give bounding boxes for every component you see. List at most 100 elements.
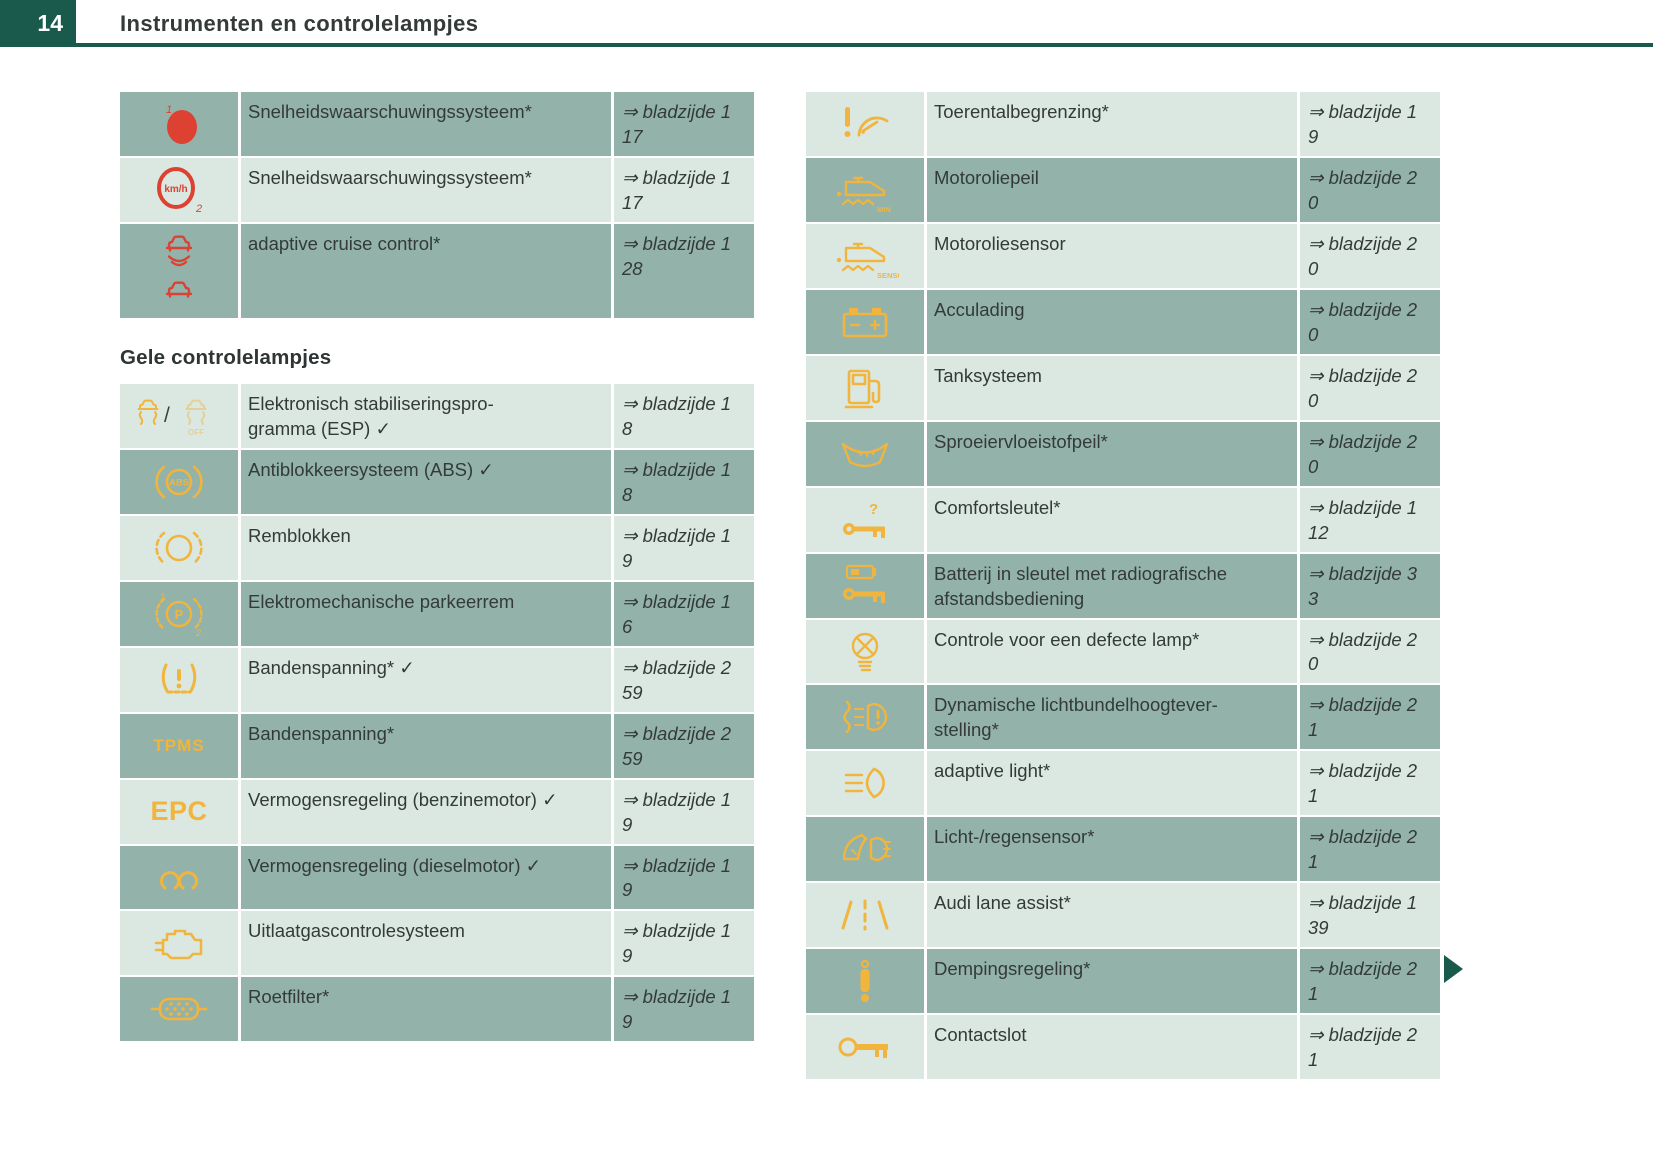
ignition-lock-icon xyxy=(835,1030,895,1064)
warning-light-description: Acculading xyxy=(927,289,1297,354)
warning-light-description: Motoroliepeil xyxy=(927,157,1297,222)
washer-fluid-icon xyxy=(837,437,893,471)
warning-light-description: Dynamische lichtbundelhoogtever- stellin… xyxy=(927,685,1297,750)
table-row: 1 Snelheidswaarschuwingssysteem* ⇒ bladzij… xyxy=(120,92,754,156)
svg-text:2: 2 xyxy=(195,628,201,637)
icon-cell xyxy=(806,355,924,420)
left-column: 1 Snelheidswaarschuwingssysteem* ⇒ bladzij… xyxy=(120,92,754,1042)
esp-esp-off-icon: / OFF xyxy=(131,394,227,438)
speed-warning-1-icon: 1 xyxy=(155,100,203,148)
glow-plug-icon xyxy=(153,861,205,893)
headlight-range-icon xyxy=(837,697,893,737)
table-row: Controle voor een defecte lamp* ⇒ bladzij… xyxy=(806,619,1440,684)
svg-text:1: 1 xyxy=(160,592,165,602)
table-row: Dempingsregeling* ⇒ bladzijde 2 1 xyxy=(806,949,1440,1014)
comfort-key-icon: ? xyxy=(837,499,893,541)
page-reference: ⇒ bladzijde 1 6 xyxy=(614,581,754,646)
icon-cell: / OFF xyxy=(120,383,238,448)
table-row: Uitlaatgascontrolesysteem ⇒ bladzijde 1 9 xyxy=(120,911,754,976)
table-row: km/h 2 Snelheidswaarschuwingssysteem* ⇒ bla… xyxy=(120,157,754,222)
defective-lamp-icon xyxy=(843,628,887,674)
tpms-text-icon: TPMS xyxy=(153,736,205,756)
icon-cell xyxy=(806,751,924,816)
warning-light-description: Audi lane assist* xyxy=(927,883,1297,948)
warning-light-description: Contactslot xyxy=(927,1015,1297,1080)
svg-text:MIN: MIN xyxy=(877,205,891,213)
abs-icon: ABS xyxy=(151,460,207,504)
warning-light-description: Roetfilter* xyxy=(241,977,611,1042)
warning-light-description: adaptive light* xyxy=(927,751,1297,816)
table-row: EPC Vermogensregeling (benzinemotor) ✓ ⇒ b… xyxy=(120,779,754,844)
page-reference: ⇒ bladzijde 1 9 xyxy=(614,977,754,1042)
svg-text:/: / xyxy=(164,404,170,427)
svg-text:SENSOR: SENSOR xyxy=(877,271,899,279)
icon-cell: MIN xyxy=(806,157,924,222)
page-reference: ⇒ bladzijde 2 1 xyxy=(1300,817,1440,882)
icon-cell: EPC xyxy=(120,779,238,844)
fuel-pump-icon xyxy=(841,365,889,411)
table-row: Acculading ⇒ bladzijde 2 0 xyxy=(806,289,1440,354)
warning-light-description: Sproeiervloeistofpeil* xyxy=(927,421,1297,486)
warning-light-description: Uitlaatgascontrolesysteem xyxy=(241,911,611,976)
warning-light-description: Tanksysteem xyxy=(927,355,1297,420)
page-reference: ⇒ bladzijde 1 9 xyxy=(614,779,754,844)
svg-text:1: 1 xyxy=(166,104,172,116)
warning-light-description: Bandenspanning* ✓ xyxy=(241,647,611,712)
page-reference: ⇒ bladzijde 1 17 xyxy=(614,92,754,156)
table-row: TPMS Bandenspanning* ⇒ bladzijde 2 59 xyxy=(120,713,754,778)
page-reference: ⇒ bladzijde 1 8 xyxy=(614,383,754,448)
yellow-warning-lights-table-right: Toerentalbegrenzing* ⇒ bladzijde 1 9 MIN Mo… xyxy=(806,92,1440,1080)
lane-assist-icon xyxy=(839,896,891,934)
table-row: Remblokken ⇒ bladzijde 1 9 xyxy=(120,515,754,580)
page-number: 14 xyxy=(37,10,63,36)
page-reference: ⇒ bladzijde 2 1 xyxy=(1300,751,1440,816)
adaptive-light-icon xyxy=(838,765,892,801)
icon-cell xyxy=(120,977,238,1042)
page-reference: ⇒ bladzijde 2 0 xyxy=(1300,157,1440,222)
speed-warning-2-icon: km/h 2 xyxy=(151,164,207,216)
light-rain-sensor-icon xyxy=(836,829,894,869)
rev-limiter-icon xyxy=(837,101,893,147)
svg-text:OFF: OFF xyxy=(188,428,204,437)
red-warning-lights-table: 1 Snelheidswaarschuwingssysteem* ⇒ bladzij… xyxy=(120,92,754,318)
icon-cell xyxy=(806,685,924,750)
warning-light-description: Dempingsregeling* xyxy=(927,949,1297,1014)
next-page-arrow xyxy=(1444,955,1463,983)
table-row: adaptive cruise control* ⇒ bladzijde 1 28 xyxy=(120,223,754,318)
page-number-box: 14 xyxy=(0,0,76,47)
page-reference: ⇒ bladzijde 2 0 xyxy=(1300,355,1440,420)
table-row: ? Comfortsleutel* ⇒ bladzijde 1 12 xyxy=(806,487,1440,552)
table-row: Tanksysteem ⇒ bladzijde 2 0 xyxy=(806,355,1440,420)
warning-light-description: Elektronisch stabiliseringspro- gramma (… xyxy=(241,383,611,448)
engine-icon xyxy=(152,923,206,963)
table-row: adaptive light* ⇒ bladzijde 2 1 xyxy=(806,751,1440,816)
table-row: ABS Antiblokkeersysteem (ABS) ✓ ⇒ bladzijd… xyxy=(120,449,754,514)
icon-cell: TPMS xyxy=(120,713,238,778)
icon-cell: 1 xyxy=(120,92,238,156)
icon-cell xyxy=(120,911,238,976)
warning-light-description: Vermogensregeling (dieselmotor) ✓ xyxy=(241,845,611,910)
page-reference: ⇒ bladzijde 2 0 xyxy=(1300,619,1440,684)
icon-cell xyxy=(806,619,924,684)
icon-cell xyxy=(120,647,238,712)
table-row: MIN Motoroliepeil ⇒ bladzijde 2 0 xyxy=(806,157,1440,222)
warning-light-description: Comfortsleutel* xyxy=(927,487,1297,552)
icon-cell xyxy=(806,553,924,618)
table-row: 1 P 2 Elektromechanische parkeerrem ⇒ bladzi… xyxy=(120,581,754,646)
header-rule xyxy=(0,43,1653,47)
page-title: Instrumenten en controlelampjes xyxy=(120,11,479,36)
icon-cell: km/h 2 xyxy=(120,157,238,222)
icon-cell xyxy=(120,223,238,318)
table-row: Licht-/regensensor* ⇒ bladzijde 2 1 xyxy=(806,817,1440,882)
page-reference: ⇒ bladzijde 1 17 xyxy=(614,157,754,222)
warning-light-description: Licht-/regensensor* xyxy=(927,817,1297,882)
page-reference: ⇒ bladzijde 2 1 xyxy=(1300,1015,1440,1080)
page-reference: ⇒ bladzijde 1 9 xyxy=(614,515,754,580)
table-row: Toerentalbegrenzing* ⇒ bladzijde 1 9 xyxy=(806,92,1440,156)
warning-light-description: Bandenspanning* xyxy=(241,713,611,778)
icon-cell xyxy=(806,817,924,882)
warning-light-description: Motoroliesensor xyxy=(927,223,1297,288)
icon-cell xyxy=(806,92,924,156)
